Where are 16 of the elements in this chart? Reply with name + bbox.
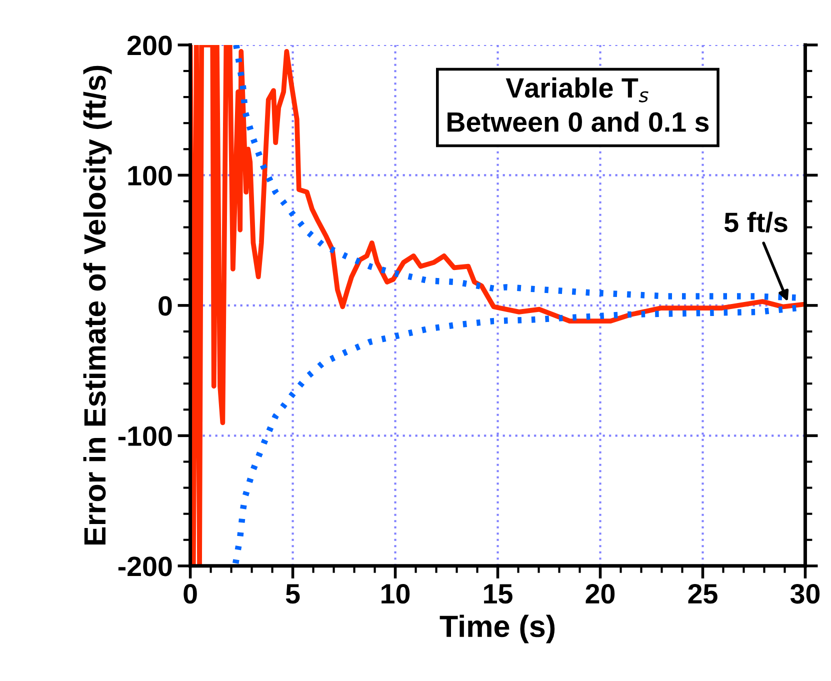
x-tick-label: 0 [184,584,197,604]
y-axis-title: Error in Estimate of Velocity (ft/s) [83,66,112,544]
y-tick-label: -200 [118,556,172,576]
x-tick-label: 10 [382,584,410,604]
y-tick-label: 100 [128,166,172,186]
x-tick-label: 20 [586,584,615,604]
annotation: 5 ft/s [724,212,788,232]
x-tick-label: 15 [484,584,512,604]
y-tick-label: 200 [128,36,172,56]
x-axis-title: Time (s) [440,614,555,644]
annotation: Variable T$_{s}$ Between 0 and 0.1 s [448,77,709,132]
y-tick-label: -100 [118,426,172,446]
x-tick-label: 25 [688,584,718,604]
y-tick-label: 0 [158,296,172,316]
x-tick-label: 5 [286,584,300,604]
x-tick-label: 30 [790,584,820,604]
